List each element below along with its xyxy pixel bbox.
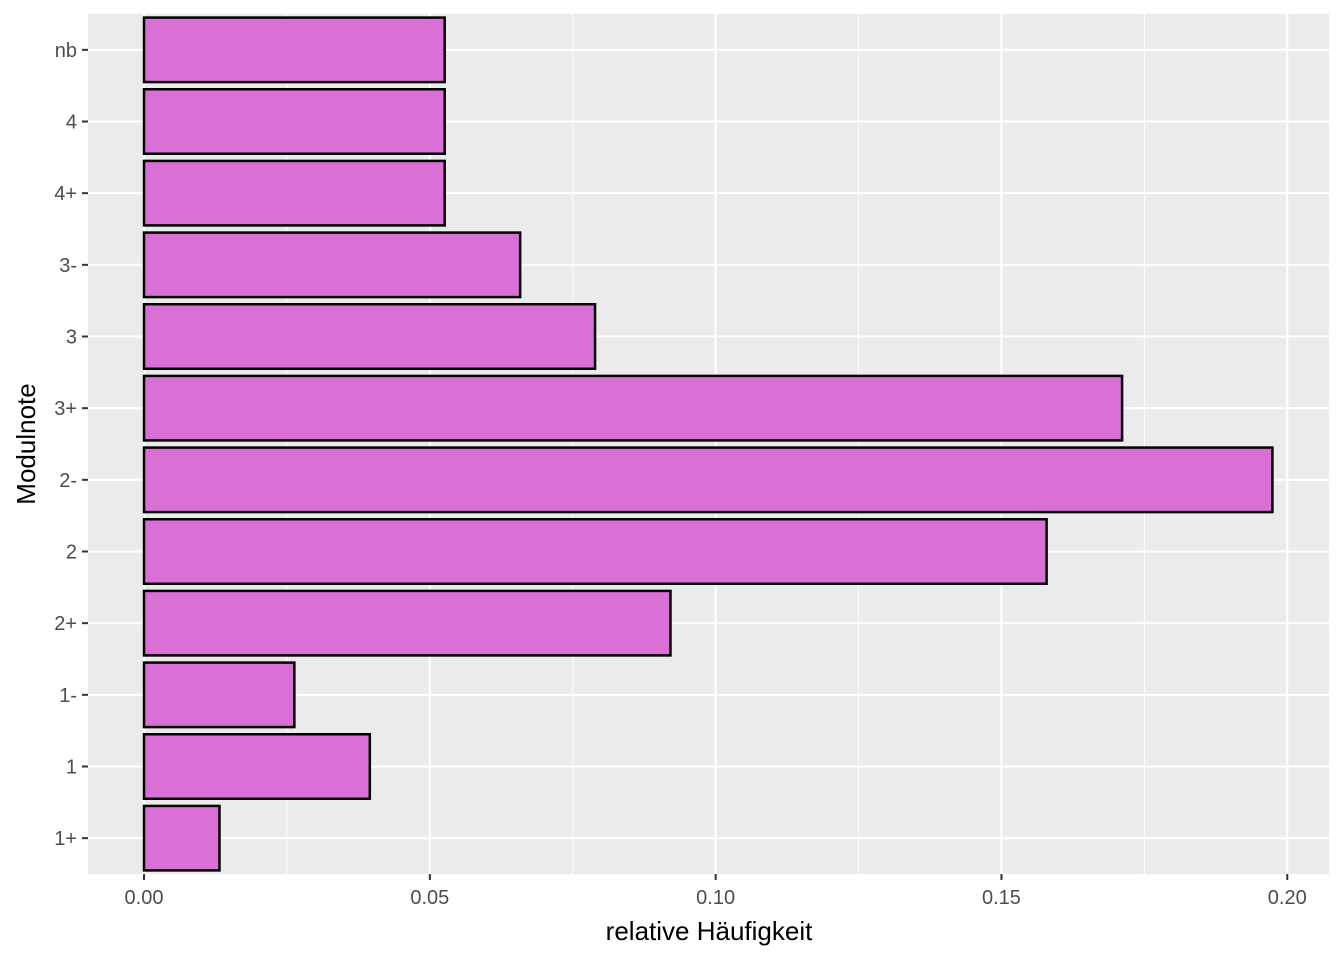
bar-4 (142, 88, 446, 155)
x-axis: 0.00 0.05 0.10 0.15 0.20 (125, 874, 1307, 909)
bars (142, 16, 1274, 872)
bar-3+ (142, 374, 1124, 442)
x-tick-label: 0.10 (696, 887, 735, 909)
y-axis-title: Modulnote (11, 383, 41, 504)
x-tick-label: 0.00 (125, 887, 164, 909)
y-tick-label: 2 (66, 542, 77, 564)
bar-nb (142, 16, 446, 84)
x-tick-label: 0.05 (410, 887, 449, 909)
bar-1+ (142, 804, 221, 872)
bar-3- (142, 231, 522, 299)
y-tick-label: 1- (59, 685, 77, 707)
plot-panel (88, 14, 1329, 874)
y-axis: 1+ 1 1- 2+ 2 2- 3+ 3 3- 4+ 4 nb (54, 40, 88, 850)
y-tick-label: 2- (59, 470, 77, 492)
x-tick-label: 0.20 (1268, 887, 1307, 909)
bar-2- (142, 446, 1274, 514)
bar-4+ (142, 159, 446, 227)
y-tick-label: 3+ (54, 398, 77, 420)
y-tick-label: 4 (66, 112, 77, 134)
bar-1 (142, 733, 372, 800)
bar-1- (142, 661, 296, 729)
y-tick-label: 3 (66, 327, 77, 349)
y-tick-label: 3- (59, 255, 77, 277)
y-tick-label: 4+ (54, 183, 77, 205)
y-tick-label: nb (55, 40, 77, 62)
bar-2+ (142, 589, 672, 657)
y-tick-label: 2+ (54, 613, 77, 635)
x-axis-title: relative Häufigkeit (606, 916, 813, 946)
x-tick-label: 0.15 (982, 887, 1021, 909)
y-tick-label: 1+ (54, 828, 77, 850)
bar-3 (142, 303, 597, 370)
y-tick-label: 1 (66, 757, 77, 779)
bar-2 (142, 518, 1048, 585)
